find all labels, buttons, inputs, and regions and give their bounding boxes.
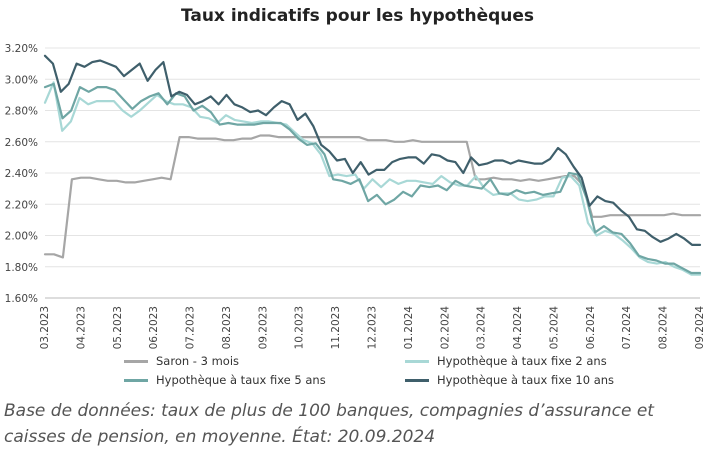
x-tick-label: 04.2024 xyxy=(512,306,524,350)
series-line-1 xyxy=(43,81,702,276)
x-tick-label: 04.2023 xyxy=(75,306,87,349)
x-tick-label: 06.2023 xyxy=(148,306,160,349)
x-tick-label: 05.2024 xyxy=(548,306,560,350)
x-tick-label: 02.2024 xyxy=(439,306,451,350)
y-tick-label: 2.60% xyxy=(5,137,38,149)
y-tick-label: 2.40% xyxy=(5,168,38,180)
series-line-3 xyxy=(43,54,702,246)
x-tick-label: 07.2023 xyxy=(185,306,197,349)
legend-item-saron: Saron - 3 mois xyxy=(124,354,239,368)
legend-label: Hypothèque à taux fixe 2 ans xyxy=(437,354,607,368)
legend-item-fixe-5-ans: Hypothèque à taux fixe 5 ans xyxy=(124,373,326,387)
y-tick-label: 2.20% xyxy=(5,199,38,211)
legend-swatch xyxy=(405,359,429,363)
x-tick-label: 01.2024 xyxy=(403,306,415,350)
x-tick-label: 05.2023 xyxy=(112,306,124,349)
legend-label: Saron - 3 mois xyxy=(156,354,240,368)
y-tick-label: 2.80% xyxy=(5,106,38,118)
legend-item-fixe-2-ans: Hypothèque à taux fixe 2 ans xyxy=(405,354,607,368)
series-line-2 xyxy=(43,82,702,275)
legend-label: Hypothèque à taux fixe 10 ans xyxy=(437,373,615,387)
legend-swatch xyxy=(405,378,429,382)
legend-swatch xyxy=(124,359,148,363)
y-tick-label: 2.00% xyxy=(5,231,38,243)
x-tick-label: 03.2024 xyxy=(476,306,488,350)
y-tick-label: 1.80% xyxy=(5,262,38,274)
y-tick-label: 3.20% xyxy=(5,43,38,55)
x-tick-label: 07.2024 xyxy=(621,306,633,350)
x-tick-label: 09.2023 xyxy=(257,306,269,349)
x-tick-label: 06.2024 xyxy=(585,306,597,350)
x-tick-label: 08.2024 xyxy=(658,306,670,350)
legend-swatch xyxy=(124,378,148,382)
x-tick-label: 08.2023 xyxy=(221,306,233,349)
y-tick-label: 1.60% xyxy=(5,293,38,305)
y-tick-label: 3.00% xyxy=(5,74,38,86)
x-axis: 03.2023 04.2023 05.2023 06.2023 07.2023 08.20… xyxy=(39,306,706,350)
y-axis: 1.60% 1.80% 2.00% 2.20% 2.40% 2.60% 2.80% 3.00%… xyxy=(5,43,700,305)
x-tick-label: 10.2023 xyxy=(294,306,306,349)
chart-title: Taux indicatifs pour les hypothèques xyxy=(180,6,535,26)
x-tick-label: 09.2024 xyxy=(694,306,706,350)
series-line-0 xyxy=(43,134,702,259)
line-chart: 1.60% 1.80% 2.00% 2.20% 2.40% 2.60% 2.80% 3.00%… xyxy=(5,43,706,350)
x-tick-label: 12.2023 xyxy=(367,306,379,349)
legend-item-fixe-10-ans: Hypothèque à taux fixe 10 ans xyxy=(405,373,614,387)
x-tick-label: 11.2023 xyxy=(330,306,342,349)
x-tick-label: 03.2023 xyxy=(39,306,51,349)
legend-label: Hypothèque à taux fixe 5 ans xyxy=(156,373,326,387)
series-lines xyxy=(43,54,702,276)
data-source-caption: Base de données: taux de plus de 100 ban… xyxy=(4,401,654,447)
